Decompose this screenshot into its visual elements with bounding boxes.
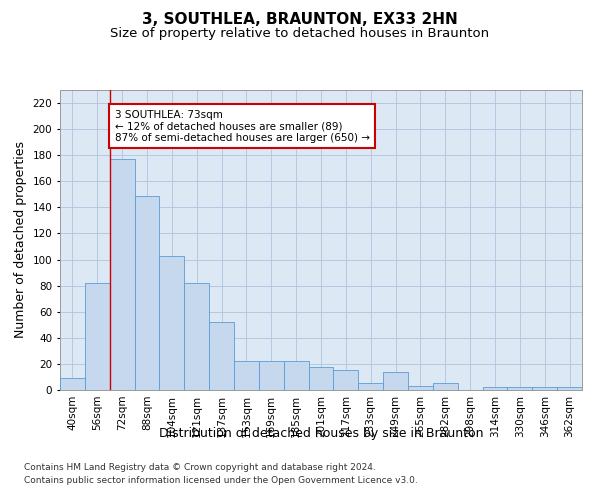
Text: Size of property relative to detached houses in Braunton: Size of property relative to detached ho… bbox=[110, 28, 490, 40]
Bar bbox=[110, 159, 134, 390]
Bar bbox=[160, 256, 184, 390]
Bar bbox=[383, 372, 408, 390]
Bar bbox=[358, 384, 383, 390]
Text: Contains public sector information licensed under the Open Government Licence v3: Contains public sector information licen… bbox=[24, 476, 418, 485]
Bar bbox=[557, 388, 582, 390]
Y-axis label: Number of detached properties: Number of detached properties bbox=[14, 142, 27, 338]
Bar bbox=[308, 366, 334, 390]
Bar bbox=[508, 388, 532, 390]
Bar bbox=[184, 283, 209, 390]
Bar bbox=[284, 362, 308, 390]
Text: Distribution of detached houses by size in Braunton: Distribution of detached houses by size … bbox=[159, 428, 483, 440]
Text: 3, SOUTHLEA, BRAUNTON, EX33 2HN: 3, SOUTHLEA, BRAUNTON, EX33 2HN bbox=[142, 12, 458, 28]
Bar bbox=[85, 283, 110, 390]
Bar bbox=[60, 378, 85, 390]
Bar bbox=[209, 322, 234, 390]
Bar bbox=[334, 370, 358, 390]
Text: Contains HM Land Registry data © Crown copyright and database right 2024.: Contains HM Land Registry data © Crown c… bbox=[24, 464, 376, 472]
Text: 3 SOUTHLEA: 73sqm
← 12% of detached houses are smaller (89)
87% of semi-detached: 3 SOUTHLEA: 73sqm ← 12% of detached hous… bbox=[115, 110, 370, 143]
Bar bbox=[134, 196, 160, 390]
Bar bbox=[259, 362, 284, 390]
Bar bbox=[433, 384, 458, 390]
Bar bbox=[532, 388, 557, 390]
Bar bbox=[408, 386, 433, 390]
Bar bbox=[482, 388, 508, 390]
Bar bbox=[234, 362, 259, 390]
